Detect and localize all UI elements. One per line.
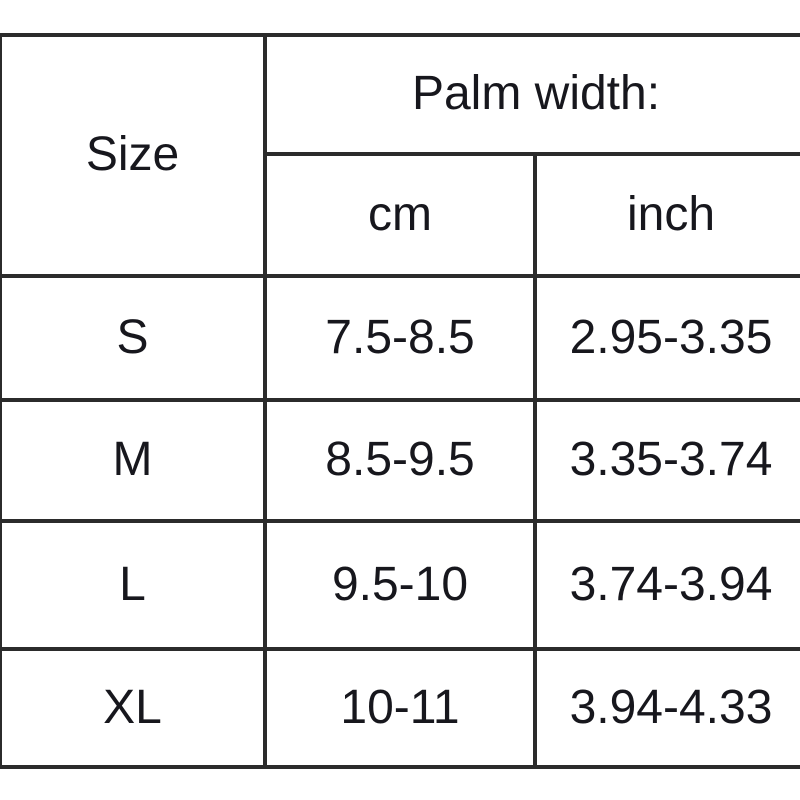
header-units-row: cm inch [1,152,800,278]
size-chart-table: Size Palm width: cm inch S 7.5-8.5 2.95-… [0,33,800,769]
size-cell: S [0,274,267,402]
cm-value-cell: 8.5-9.5 [263,398,537,523]
cm-value-cell: 10-11 [263,647,537,769]
size-cell: L [0,519,267,651]
inch-value-cell: 3.35-3.74 [533,398,800,523]
palm-width-header-cell: Palm width: [263,33,800,156]
size-cell: XL [0,647,267,769]
cm-value-cell: 7.5-8.5 [263,274,537,402]
inch-header-cell: inch [533,152,800,278]
header-group-row: Size Palm width: [0,33,800,278]
size-cell: M [0,398,267,523]
inch-value-cell: 3.74-3.94 [533,519,800,651]
inch-value-cell: 2.95-3.35 [533,274,800,402]
size-header-cell: Size [0,33,267,278]
table-row-l: L 9.5-10 3.74-3.94 [0,519,800,651]
table-row-xl: XL 10-11 3.94-4.33 [0,647,800,769]
table-row-s: S 7.5-8.5 2.95-3.35 [0,274,800,402]
cm-header-cell: cm [264,152,537,278]
inch-value-cell: 3.94-4.33 [533,647,800,769]
table-row-m: M 8.5-9.5 3.35-3.74 [0,398,800,523]
cm-value-cell: 9.5-10 [263,519,537,651]
